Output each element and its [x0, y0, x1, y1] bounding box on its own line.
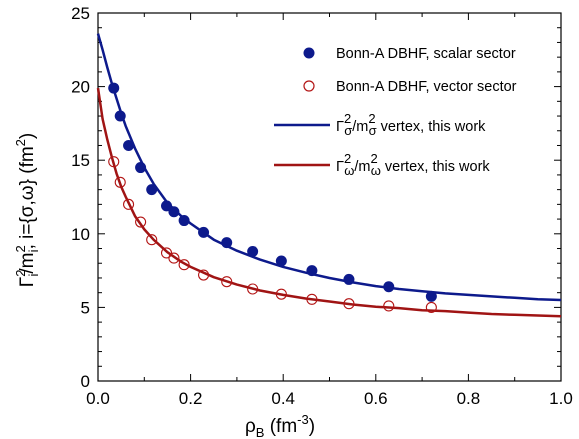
- data-point-scalar: [146, 184, 158, 196]
- legend-sigma-rest: vertex, this work: [377, 119, 487, 135]
- legend-omega-sup2: 2: [371, 151, 378, 166]
- y-tick-label: 5: [81, 298, 90, 317]
- markers-group: [108, 82, 437, 313]
- data-point-vector: [146, 234, 158, 246]
- y-axis-title-rest: , i={σ,ω} (fm: [17, 146, 38, 249]
- x-axis-title-sub: B: [256, 425, 265, 439]
- y-axis-title-gamma: Γ: [17, 277, 38, 287]
- data-point-vector: [108, 156, 120, 168]
- x-axis-title-unit: (fm: [264, 416, 297, 437]
- x-axis-title-close: ): [309, 416, 315, 437]
- plot-frame: [97, 12, 562, 382]
- data-point-vector: [123, 198, 135, 210]
- data-point-scalar: [425, 290, 437, 302]
- data-point-vector: [221, 276, 233, 288]
- legend-sigma-sup2: 2: [368, 111, 375, 126]
- x-tick-label: 0.6: [364, 389, 388, 408]
- legend-label-scalar: Bonn-A DBHF, scalar sector: [336, 46, 516, 62]
- legend-sigma-sup1: 2: [344, 111, 351, 126]
- data-point-vector: [247, 283, 259, 295]
- y-tick-label: 10: [71, 225, 90, 244]
- data-point-vector: [198, 269, 210, 281]
- ticks-group: [97, 12, 562, 382]
- y-tick-label: 25: [71, 4, 90, 23]
- x-tick-label: 0.2: [179, 389, 203, 408]
- data-point-vector: [178, 259, 190, 271]
- data-point-vector: [383, 300, 395, 312]
- curve-line-3: [96, 87, 562, 318]
- legend-omega-sub2: ω: [371, 163, 381, 178]
- data-point-vector: [275, 288, 287, 300]
- data-point-scalar: [247, 245, 259, 257]
- data-point-scalar: [123, 139, 135, 151]
- legend-omega-m: /m: [354, 159, 370, 175]
- data-point-scalar: [275, 255, 287, 267]
- legend-omega-sup1: 2: [344, 151, 351, 166]
- x-axis-title: ρB (fm-3): [245, 412, 315, 439]
- data-point-vector: [425, 301, 437, 313]
- y-axis-title-mass-sup: 2: [13, 245, 28, 252]
- data-point-scalar: [221, 237, 233, 249]
- y-axis-title-mass: /m: [17, 253, 38, 274]
- legend-sigma-sub2: σ: [369, 123, 377, 138]
- y-axis-title-close: ): [17, 133, 38, 139]
- curves-group: [96, 33, 562, 318]
- x-tick-label: 0.4: [271, 389, 295, 408]
- x-tick-label: 0.8: [457, 389, 481, 408]
- data-point-scalar: [198, 226, 210, 238]
- data-point-scalar: [108, 82, 120, 94]
- plot-frame-group: [97, 12, 562, 382]
- legend-sigma-m: /m: [352, 119, 368, 135]
- legend-omega-sub1: ω: [344, 163, 354, 178]
- data-point-scalar: [135, 162, 147, 174]
- y-tick-label: 20: [71, 78, 90, 97]
- legend-label-sigma: Γ2 σ/m2 σ vertex, this work: [336, 111, 486, 138]
- data-point-scalar: [383, 281, 395, 293]
- y-axis-title-mass-sub: i: [26, 249, 41, 252]
- data-point-vector: [343, 298, 355, 310]
- legend-marker-vector: [303, 80, 315, 92]
- y-tick-label: 0: [81, 372, 90, 391]
- curve-line-2: [96, 33, 562, 302]
- y-axis-title-gamma-sub: i: [26, 274, 41, 277]
- legend-label-vector: Bonn-A DBHF, vector sector: [336, 79, 517, 95]
- data-point-vector: [168, 252, 180, 264]
- data-point-vector: [306, 293, 318, 305]
- legend-omega-rest: vertex, this work: [381, 159, 491, 175]
- data-point-vector: [160, 247, 173, 259]
- data-point-scalar: [343, 273, 355, 285]
- data-point-vector: [114, 176, 126, 188]
- tick-labels-group: 0.0 0.2 0.4 0.6 0.8 1.0 0 5 10 15 20 25: [71, 4, 573, 408]
- x-tick-label: 0.0: [86, 389, 110, 408]
- legend-sigma-gamma: Γ: [336, 119, 344, 135]
- x-axis-title-unit-sup: -3: [297, 412, 309, 427]
- y-axis-title: Γ2i/m2i, i={σ,ω} (fm2): [13, 133, 41, 288]
- data-point-vector: [135, 216, 147, 228]
- legend: Bonn-A DBHF, scalar sector Bonn-A DBHF, …: [274, 46, 517, 178]
- legend-sigma-sub1: σ: [344, 123, 352, 138]
- y-axis-title-unit-sup: 2: [13, 139, 28, 146]
- data-point-scalar: [178, 215, 190, 227]
- data-point-scalar: [114, 110, 126, 122]
- legend-marker-scalar: [303, 47, 315, 59]
- data-point-scalar: [161, 200, 173, 212]
- data-point-scalar: [168, 206, 180, 218]
- legend-omega-gamma: Γ: [336, 159, 344, 175]
- y-axis-title-gamma-sup: 2: [13, 270, 28, 277]
- data-point-scalar: [306, 265, 318, 277]
- x-tick-label: 1.0: [549, 389, 573, 408]
- y-tick-label: 15: [71, 151, 90, 170]
- x-axis-title-base: ρ: [245, 416, 256, 437]
- legend-label-omega: Γ2 ω/m2 ω vertex, this work: [336, 151, 490, 178]
